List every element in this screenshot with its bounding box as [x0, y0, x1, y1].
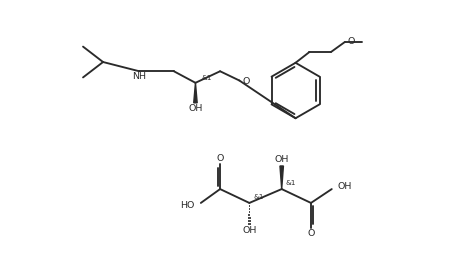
Text: O: O	[217, 154, 224, 163]
Text: O: O	[307, 229, 315, 238]
Text: NH: NH	[132, 72, 146, 81]
Text: OH: OH	[242, 226, 256, 235]
Text: OH: OH	[338, 182, 352, 191]
Text: O: O	[242, 77, 250, 86]
Text: O: O	[348, 37, 355, 46]
Text: OH: OH	[188, 105, 202, 114]
Polygon shape	[194, 83, 197, 103]
Text: &1: &1	[285, 180, 296, 186]
Polygon shape	[280, 166, 284, 189]
Text: &1: &1	[253, 194, 264, 200]
Text: HO: HO	[180, 201, 195, 210]
Text: OH: OH	[274, 155, 289, 164]
Text: &1: &1	[202, 75, 212, 81]
